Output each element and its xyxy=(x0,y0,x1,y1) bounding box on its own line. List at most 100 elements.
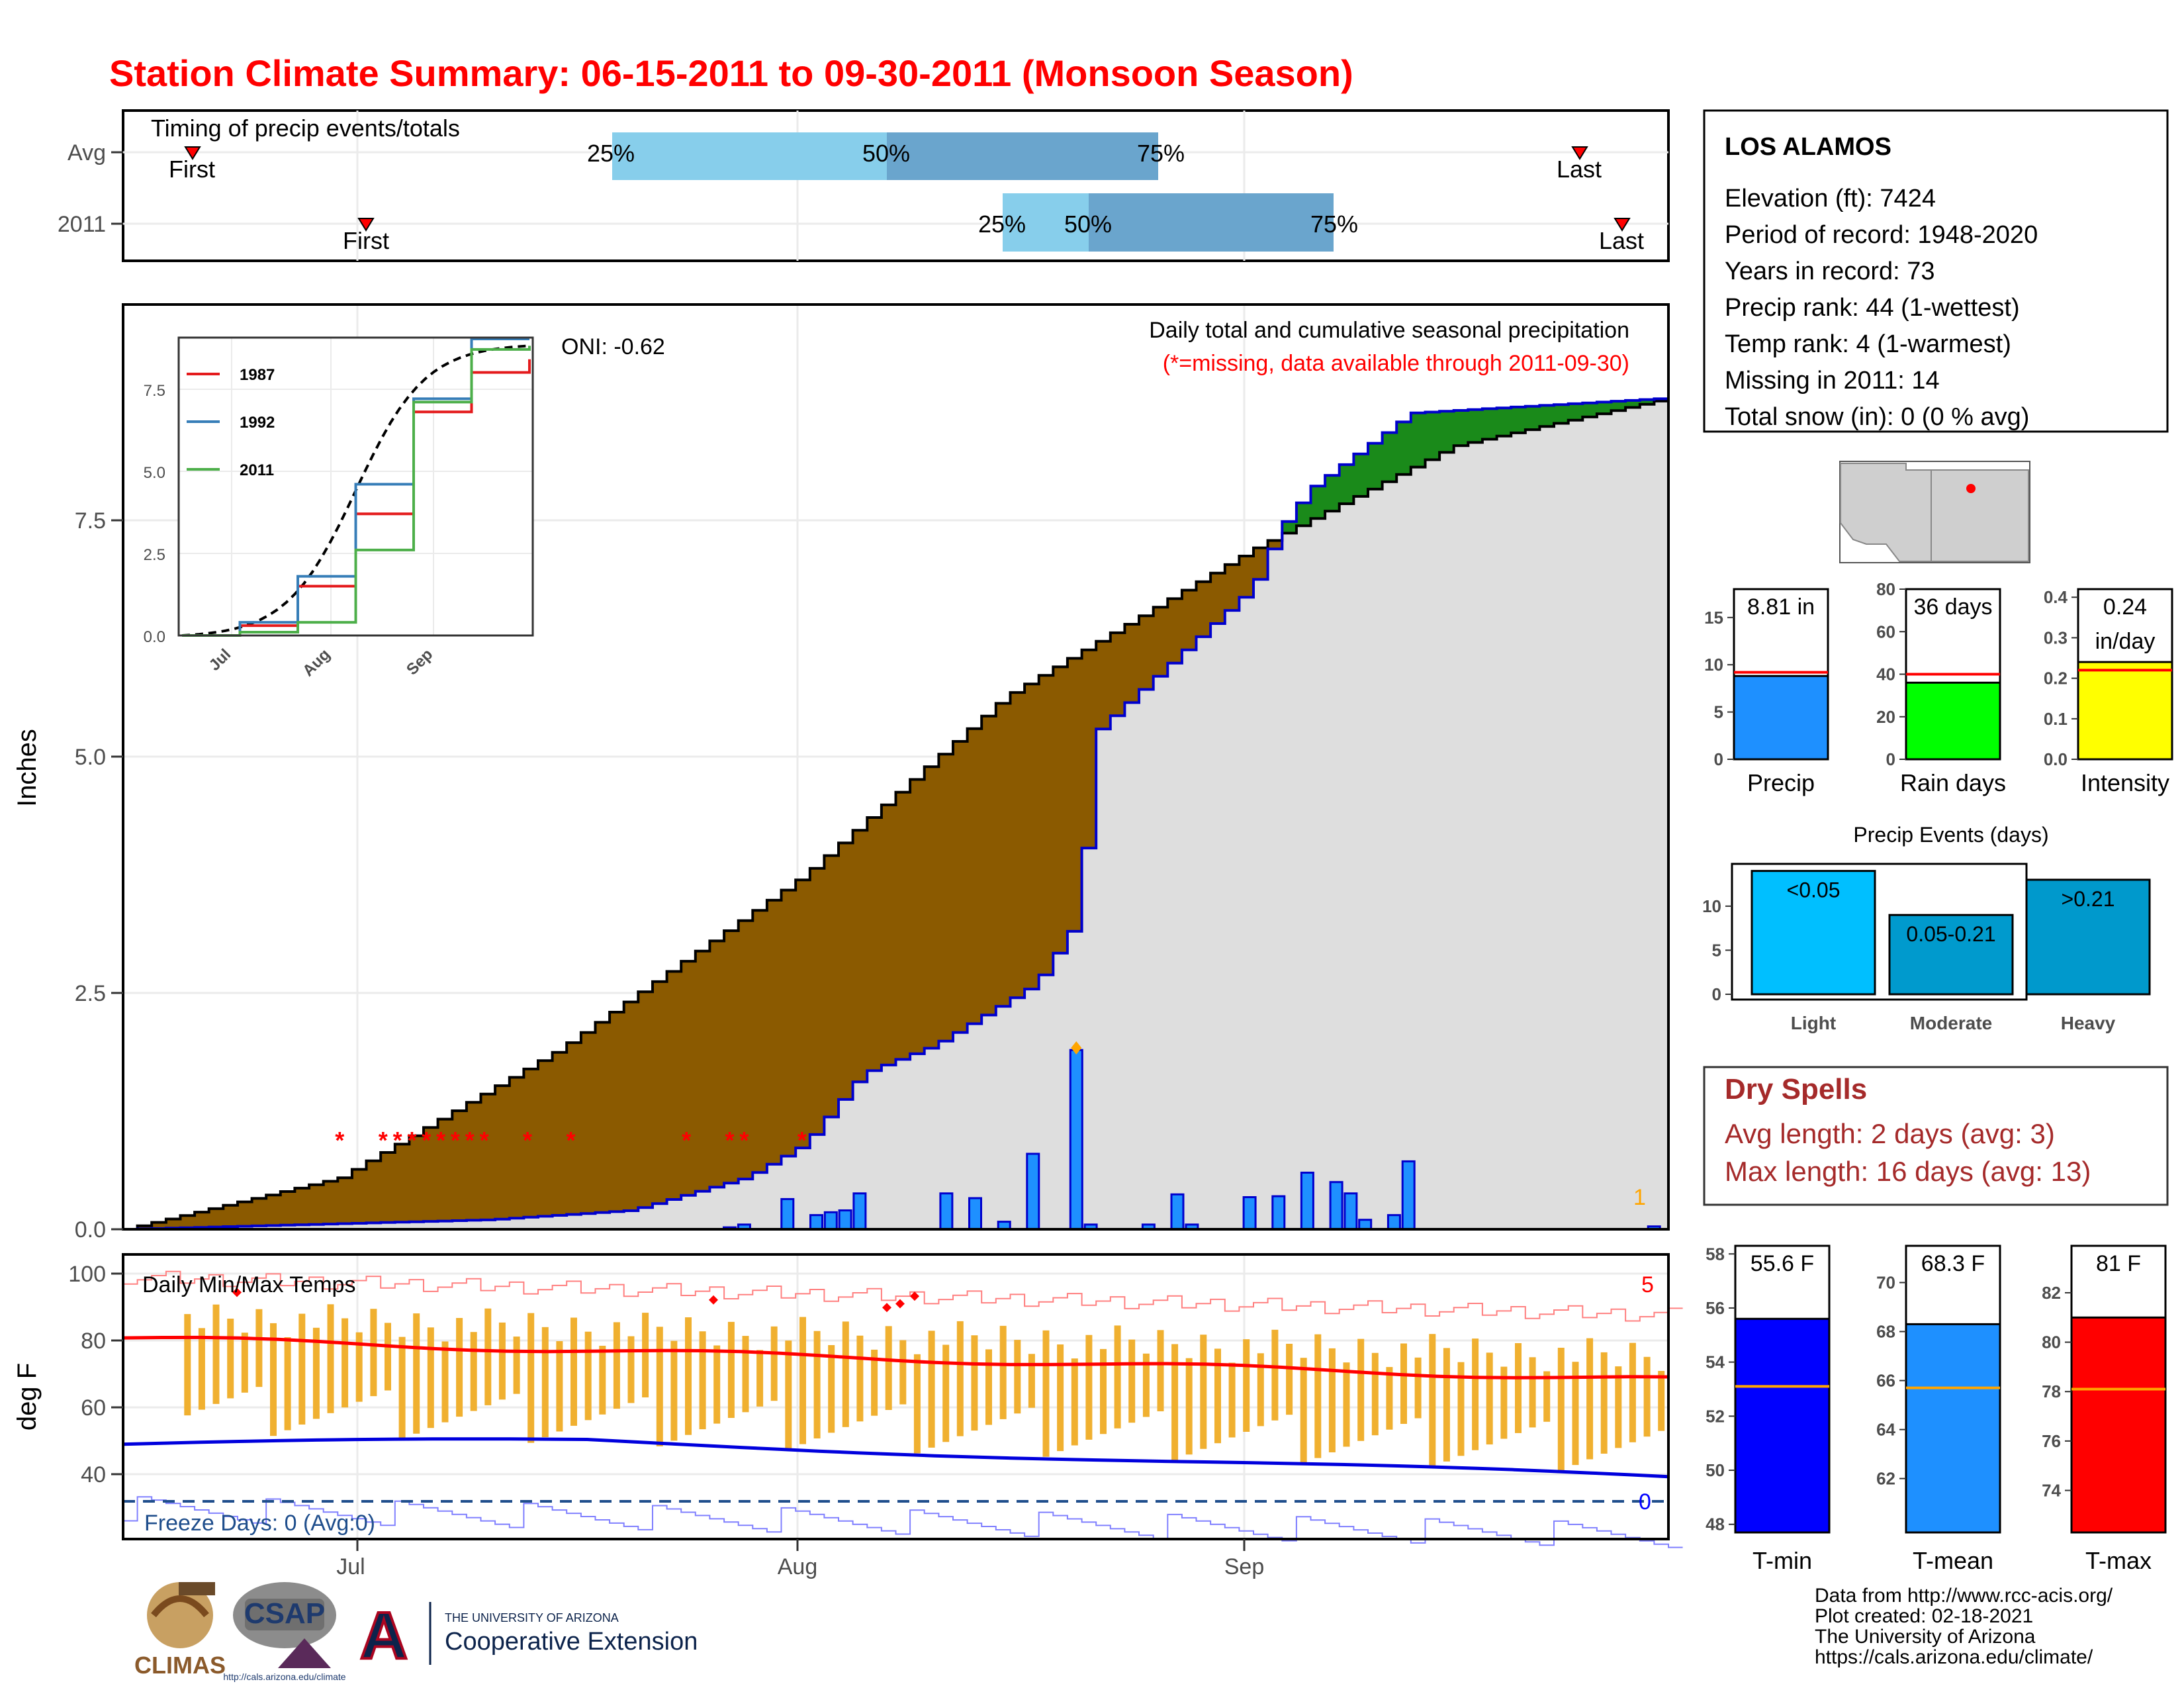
record-high-marker xyxy=(895,1299,905,1309)
record-min-line xyxy=(123,1496,1683,1548)
ua-bottom-text: Cooperative Extension xyxy=(445,1628,698,1656)
avg-max-line xyxy=(122,1335,1669,1380)
2011-timing-bar-50-75 xyxy=(1089,193,1334,252)
daily-temp-bar xyxy=(1643,1356,1651,1437)
cumulative-2011-line xyxy=(123,397,1670,1231)
events-bar-moderate xyxy=(1888,914,2014,996)
station-line-1: Period of record: 1948-2020 xyxy=(1725,221,2038,249)
record-max-line xyxy=(123,1270,1683,1322)
events-bar-heavy xyxy=(2025,878,2151,996)
inset-legend-1987: 1987 xyxy=(240,366,275,384)
precip-ytick-2: 5.0 xyxy=(75,745,106,770)
temp-summary-1-value: 68.3 F xyxy=(1921,1251,1985,1276)
footer-line-2: The University of Arizona xyxy=(1815,1626,2036,1648)
2011-25-label: 25% xyxy=(978,211,1026,238)
temp-summary-1-label: T-mean xyxy=(1913,1547,1993,1574)
inset-legend-2011: 2011 xyxy=(240,461,274,479)
daily-temp-bar xyxy=(685,1317,692,1435)
daily-precip-bar xyxy=(1026,1152,1040,1231)
temp-summary-1-ticklabel: 68 xyxy=(1876,1322,1895,1342)
temp-summary-2-value: 81 F xyxy=(2096,1251,2141,1276)
summary-2-ticklabel: 0.2 xyxy=(2044,669,2068,688)
csap-logo: CSAP http://cals.arizona.edu/climate xyxy=(223,1582,346,1682)
daily-temp-bar xyxy=(1314,1334,1322,1458)
daily-temp-bar xyxy=(1629,1342,1636,1442)
daily-temp-bar xyxy=(584,1331,592,1421)
daily-temp-bar xyxy=(842,1321,849,1427)
missing-data-marker: * xyxy=(725,1127,734,1154)
daily-temp-bar xyxy=(470,1332,477,1411)
2011-last-marker xyxy=(1614,218,1631,232)
temp-ytick-40: 40 xyxy=(81,1462,106,1487)
summary-2-value: 0.24 xyxy=(2103,594,2147,620)
daily-precip-bar xyxy=(1271,1195,1286,1231)
avg-min-line xyxy=(122,1437,1669,1479)
summary-1-bar xyxy=(1905,681,2001,761)
daily-precip-bar xyxy=(780,1197,795,1231)
daily-precip-bar xyxy=(1300,1172,1314,1231)
csap-url: http://cals.arizona.edu/climate xyxy=(223,1671,345,1682)
summary-bars: 0 5 10 15 8.81 in Precip 0 20 40 60 80 36 days Rain … xyxy=(1704,579,2173,796)
daily-temp-bar xyxy=(541,1327,549,1438)
xtick-jul: Jul xyxy=(336,1554,365,1579)
daily-precip-bar xyxy=(1387,1214,1401,1231)
daily-temp-bar xyxy=(899,1340,907,1405)
record-high-marker xyxy=(910,1291,919,1301)
daily-temp-bar xyxy=(971,1335,978,1431)
missing-data-marker: * xyxy=(379,1127,388,1154)
daily-temp-bar xyxy=(699,1331,706,1430)
2011-first-marker xyxy=(357,218,375,232)
temp-summary-2-ticklabel: 82 xyxy=(2042,1283,2061,1303)
daily-temp-bar xyxy=(1343,1362,1350,1447)
events-label-heavy: Heavy xyxy=(2061,1013,2116,1033)
missing-data-marker: * xyxy=(407,1127,416,1154)
daily-temp-bar xyxy=(627,1336,635,1403)
daily-temp-bar xyxy=(1486,1352,1493,1445)
summary-0-ticklabel: 0 xyxy=(1714,749,1723,769)
daily-temp-bar xyxy=(613,1322,620,1409)
daily-temp-bar xyxy=(928,1331,935,1448)
events-range-heavy: >0.21 xyxy=(2062,887,2115,911)
daily-temp-bar xyxy=(484,1308,492,1405)
summary-0-ticklabel: 5 xyxy=(1714,702,1723,722)
daily-precip-bar xyxy=(809,1214,823,1231)
daily-precip-bar xyxy=(1401,1160,1416,1231)
daily-temp-bar xyxy=(1286,1344,1293,1415)
avg-cumulative-line xyxy=(123,398,1670,1231)
deficit-area xyxy=(123,398,1668,1229)
2011-last-label: Last xyxy=(1599,227,1644,254)
daily-temp-bar xyxy=(1157,1330,1164,1411)
daily-temp-bar xyxy=(1472,1338,1479,1450)
ua-top-text: THE UNIVERSITY OF ARIZONA xyxy=(445,1611,619,1624)
temp-panel: Daily Min/Max Temps 5 0 Freeze Days: 0 (… xyxy=(13,1253,1683,1579)
high-count-label: 1 xyxy=(1633,1185,1646,1210)
precip-legend-line2: (*=missing, data available through 2011-… xyxy=(1163,351,1629,376)
daily-temp-bar xyxy=(513,1336,520,1394)
temp-summary-1-ticklabel: 70 xyxy=(1876,1273,1895,1293)
daily-temp-bar xyxy=(312,1327,320,1419)
inset-ytick-0: 0.0 xyxy=(144,628,165,646)
station-location-marker xyxy=(1966,484,1976,493)
daily-temp-bar xyxy=(1257,1353,1264,1427)
inset-chart: 0.0 2.5 5.0 7.5 Jul Aug Sep 1987 1992 20… xyxy=(144,336,534,680)
2011-timing-bar-25-50 xyxy=(1003,193,1089,252)
daily-temp-bar xyxy=(498,1322,506,1400)
temp-summary-2-ticklabel: 78 xyxy=(2042,1382,2061,1401)
temp-summary-0-ticklabel: 56 xyxy=(1706,1298,1725,1318)
temp-summary-2-ticklabel: 80 xyxy=(2042,1333,2061,1352)
temp-summary-2-ticklabel: 76 xyxy=(2042,1431,2061,1451)
daily-temp-bar xyxy=(656,1327,663,1446)
daily-temp-bar xyxy=(642,1313,649,1397)
xtick-aug: Aug xyxy=(778,1554,818,1579)
daily-temp-bar xyxy=(1228,1362,1236,1438)
avg-timing-bar-50-75 xyxy=(887,132,1158,180)
daily-temp-bar xyxy=(1014,1340,1021,1414)
daily-temp-bar xyxy=(270,1323,277,1436)
daily-temp-bar xyxy=(556,1341,563,1432)
daily-temp-bar xyxy=(1171,1344,1179,1460)
daily-temp-bar xyxy=(1572,1362,1579,1466)
events-ticklabel: 5 xyxy=(1712,940,1721,960)
temp-summary-0-ticklabel: 58 xyxy=(1706,1244,1725,1264)
summary-0-value: 8.81 in xyxy=(1747,594,1815,620)
cumulative-2011-area xyxy=(123,398,1668,1229)
